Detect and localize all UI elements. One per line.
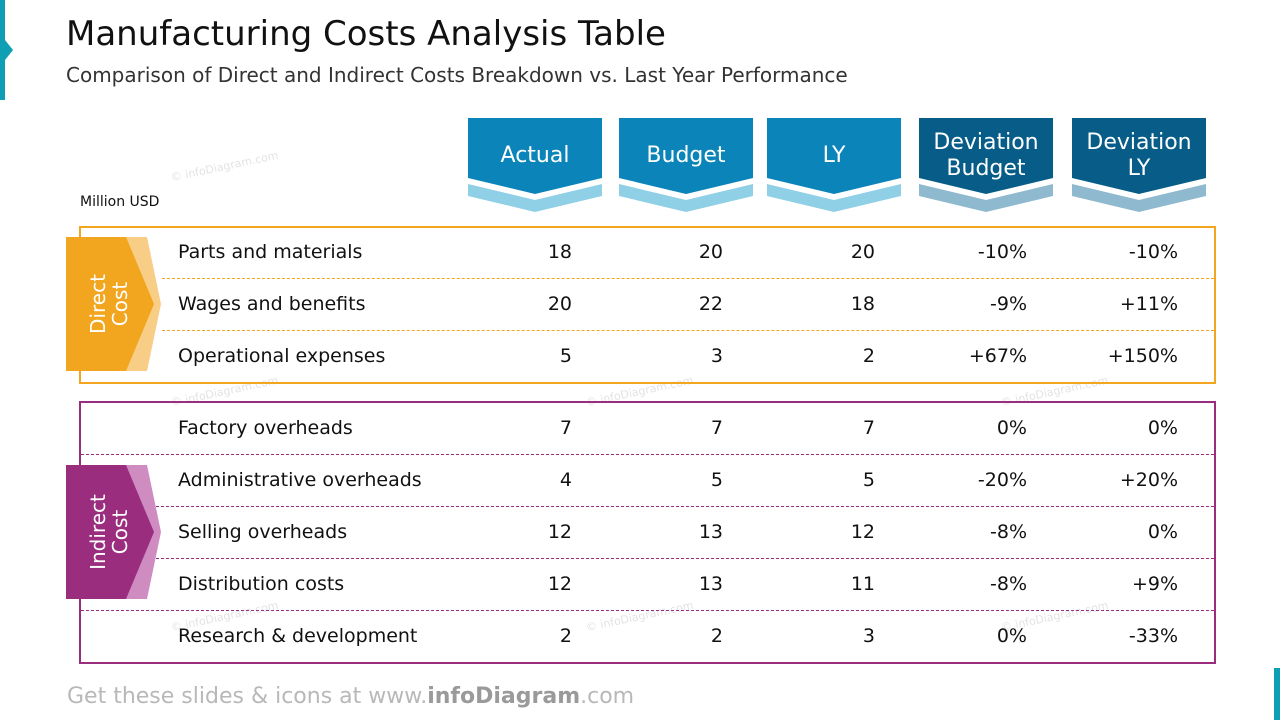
row-value: 18	[547, 241, 572, 263]
table-row: Factory overheads 7 7 7 0% 0%	[80, 402, 1215, 454]
left-accent-bar	[0, 0, 5, 100]
row-value: 12	[547, 573, 572, 595]
row-value: -9%	[990, 293, 1027, 315]
footer-prefix: Get these slides & icons at www.	[67, 684, 428, 709]
indirect-cost-tag: Indirect Cost	[66, 465, 162, 599]
row-value: 5	[710, 469, 723, 491]
row-value: 13	[698, 521, 723, 543]
row-label: Factory overheads	[178, 417, 353, 439]
row-separator	[81, 454, 1214, 455]
row-value: -8%	[990, 573, 1027, 595]
row-value: 20	[850, 241, 875, 263]
row-value: 0%	[1147, 417, 1178, 439]
row-value: 12	[547, 521, 572, 543]
column-header: LY	[767, 118, 901, 212]
column-header-label: Deviation LY	[1086, 130, 1192, 181]
row-value: 0%	[996, 417, 1027, 439]
row-value: -20%	[977, 469, 1027, 491]
row-value: +67%	[968, 345, 1027, 367]
row-value: 13	[698, 573, 723, 595]
row-label: Operational expenses	[178, 345, 386, 367]
row-value: 20	[698, 241, 723, 263]
row-value: 3	[862, 625, 875, 647]
row-value: 7	[559, 417, 572, 439]
row-value: 18	[850, 293, 875, 315]
row-value: 0%	[1147, 521, 1178, 543]
left-accent-notch	[5, 40, 13, 60]
row-label: Administrative overheads	[178, 469, 422, 491]
table-row: Administrative overheads 4 5 5 -20% +20%	[80, 454, 1215, 506]
footer-credit: Get these slides & icons at www.infoDiag…	[67, 684, 634, 709]
row-label: Parts and materials	[178, 241, 363, 263]
watermark: © infoDiagram.com	[169, 148, 280, 185]
table-row: Research & development 2 2 3 0% -33%	[80, 610, 1215, 662]
row-value: 22	[698, 293, 723, 315]
row-value: 2	[862, 345, 875, 367]
row-value: -8%	[990, 521, 1027, 543]
row-value: +20%	[1119, 469, 1178, 491]
row-value: 7	[862, 417, 875, 439]
row-value: 20	[547, 293, 572, 315]
direct-cost-tag: Direct Cost	[66, 237, 162, 371]
footer-suffix: .com	[580, 684, 635, 709]
footer-brand: infoDiagram	[427, 684, 581, 709]
table-row: Selling overheads 12 13 12 -8% 0%	[80, 506, 1215, 558]
column-header: Deviation Budget	[919, 118, 1053, 212]
row-value: 7	[710, 417, 723, 439]
column-header-label: LY	[822, 143, 846, 168]
page-title: Manufacturing Costs Analysis Table	[66, 14, 666, 54]
row-value: 0%	[996, 625, 1027, 647]
row-value: 3	[710, 345, 723, 367]
row-value: -10%	[977, 241, 1027, 263]
row-separator	[162, 278, 1214, 279]
table-row: Wages and benefits 20 22 18 -9% +11%	[80, 278, 1215, 330]
row-label: Distribution costs	[178, 573, 345, 595]
row-value: +9%	[1131, 573, 1178, 595]
row-value: 5	[862, 469, 875, 491]
row-value: -33%	[1128, 625, 1178, 647]
row-value: +11%	[1119, 293, 1178, 315]
row-label: Wages and benefits	[178, 293, 366, 315]
row-value: 2	[559, 625, 572, 647]
row-separator	[81, 558, 1214, 559]
column-header-label: Budget	[646, 143, 726, 168]
row-separator	[81, 506, 1214, 507]
row-value: -10%	[1128, 241, 1178, 263]
row-value: 12	[850, 521, 875, 543]
column-header: Actual	[468, 118, 602, 212]
row-value: 11	[850, 573, 875, 595]
row-value: 4	[559, 469, 572, 491]
column-header-label: Deviation Budget	[933, 130, 1039, 181]
right-accent-bar	[1274, 668, 1280, 720]
column-header-label: Actual	[500, 143, 570, 168]
column-header: Budget	[619, 118, 753, 212]
row-value: 2	[710, 625, 723, 647]
row-label: Research & development	[178, 625, 418, 647]
column-header: Deviation LY	[1072, 118, 1206, 212]
units-label: Million USD	[80, 194, 160, 210]
row-value: 5	[559, 345, 572, 367]
row-separator	[162, 330, 1214, 331]
table-row: Parts and materials 18 20 20 -10% -10%	[80, 226, 1215, 278]
row-value: +150%	[1107, 345, 1178, 367]
row-label: Selling overheads	[178, 521, 348, 543]
table-row: Operational expenses 5 3 2 +67% +150%	[80, 330, 1215, 382]
table-row: Distribution costs 12 13 11 -8% +9%	[80, 558, 1215, 610]
page-subtitle: Comparison of Direct and Indirect Costs …	[66, 63, 848, 87]
row-separator	[81, 610, 1214, 611]
